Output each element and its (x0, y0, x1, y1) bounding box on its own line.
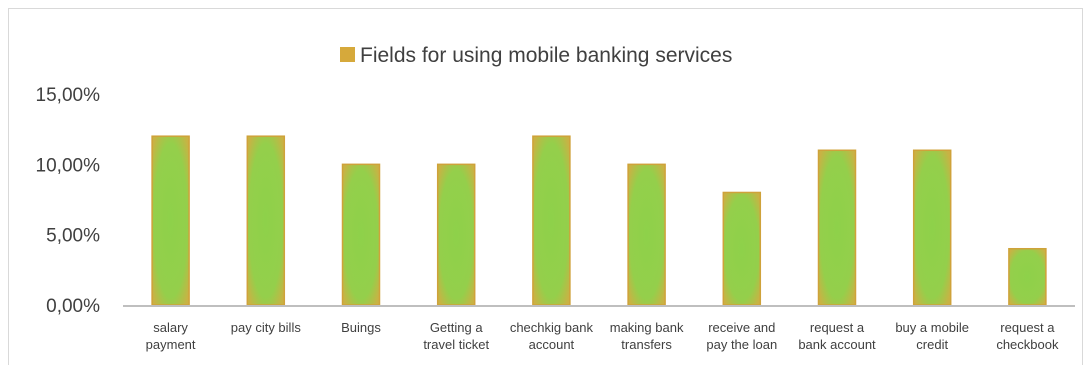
x-tick-label: payment (146, 337, 196, 352)
x-axis-labels: salary payment pay city bills Buings Getting… (146, 320, 1059, 352)
x-tick-label: making bank (610, 320, 684, 335)
bars (151, 135, 1047, 306)
x-tick-label: buy a mobile (895, 320, 969, 335)
legend: Fields for using mobile banking services (340, 44, 732, 67)
x-tick-label: pay the loan (706, 337, 777, 352)
bar (722, 191, 762, 306)
y-tick-label: 5,00% (46, 226, 100, 247)
x-tick-label: account (529, 337, 575, 352)
chart-container: Fields for using mobile banking services… (8, 8, 1083, 365)
x-tick-label: Buings (341, 320, 381, 335)
bar (1008, 247, 1047, 306)
x-tick-label: chechkig bank (510, 320, 594, 335)
bar (246, 135, 286, 306)
x-tick-label: receive and (708, 320, 775, 335)
bar (436, 163, 476, 306)
y-tick-label: 15,00% (36, 85, 101, 106)
x-tick-label: checkbook (996, 337, 1059, 352)
bar-chart: Fields for using mobile banking services… (36, 44, 1075, 352)
y-axis-ticks: 0,00% 5,00% 10,00% 15,00% (36, 85, 101, 317)
bar (627, 163, 666, 306)
x-tick-label: travel ticket (423, 337, 489, 352)
x-tick-label: salary (153, 320, 188, 335)
bar (341, 163, 381, 306)
legend-label: Fields for using mobile banking services (360, 44, 732, 67)
bar (151, 135, 190, 306)
x-tick-label: bank account (798, 337, 876, 352)
x-tick-label: request a (810, 320, 865, 335)
y-tick-label: 0,00% (46, 296, 100, 317)
x-tick-label: transfers (621, 337, 672, 352)
bar (532, 135, 571, 306)
bar (817, 149, 857, 306)
x-tick-label: credit (916, 337, 948, 352)
x-tick-label: Getting a (430, 320, 484, 335)
x-tick-label: pay city bills (231, 320, 302, 335)
bar (912, 149, 952, 306)
legend-swatch (340, 47, 355, 62)
x-tick-label: request a (1000, 320, 1055, 335)
y-tick-label: 10,00% (36, 155, 101, 176)
